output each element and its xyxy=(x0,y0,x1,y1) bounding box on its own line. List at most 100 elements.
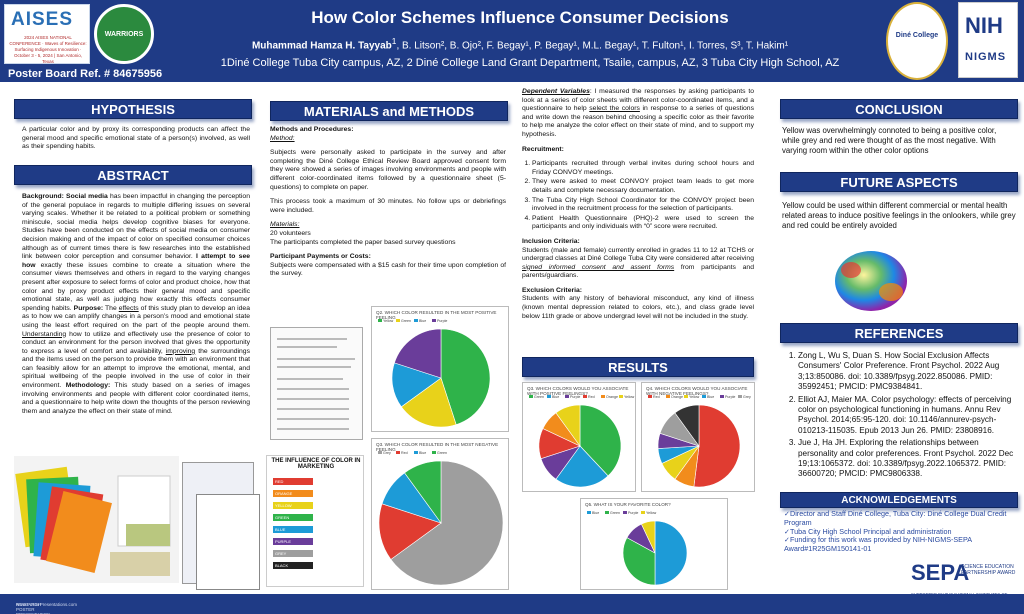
acknowledgement-item: ✓Director and Staff Diné College, Tuba C… xyxy=(784,509,1007,527)
reference-item: Elliot AJ, Maier MA. Color psychology: e… xyxy=(798,395,1014,437)
materials-text: Methods and Procedures: Method: Subjects … xyxy=(270,126,506,278)
reference-item: Zong L, Wu S, Duan S. How Social Exclusi… xyxy=(798,351,1014,393)
legend-swatch xyxy=(641,511,645,514)
pie-slice-green xyxy=(579,404,622,477)
infographic-row: PURPLE xyxy=(273,538,313,545)
hypothesis-text: A particular color and by proxy its corr… xyxy=(22,126,250,151)
legend-label: Blue xyxy=(552,395,559,399)
doc-line xyxy=(277,366,351,368)
references-list: Zong L, Wu S, Duan S. How Social Exclusi… xyxy=(782,351,1014,482)
legend-label: Blue xyxy=(419,451,426,455)
pie-slice-yellow xyxy=(640,520,656,554)
board-ref: Poster Board Ref. # 84675956 xyxy=(8,68,163,80)
legend-swatch xyxy=(414,319,418,322)
recruitment-item: The Tuba City High School Coordinator fo… xyxy=(532,197,754,214)
legend-swatch xyxy=(432,451,436,454)
legend-label: Yellow xyxy=(646,511,657,515)
pie-slice-purple xyxy=(394,328,442,379)
nih-nigms-logo: NIH NIGMS xyxy=(958,2,1018,78)
chart-q4-negative-colors: Q4. WHICH COLORS WOULD YOU ASSOCIATE WIT… xyxy=(641,382,770,492)
pie-slice-grey xyxy=(390,460,504,586)
legend-label: Green xyxy=(610,511,620,515)
pie-slice-blue xyxy=(555,445,609,488)
infographic-row: YELLOW xyxy=(273,502,313,509)
pie-slice-yellow xyxy=(555,404,581,447)
doc-line xyxy=(277,378,343,380)
legend-swatch xyxy=(378,319,382,322)
doc-line xyxy=(277,408,349,410)
warriors-logo: WARRIORS xyxy=(94,4,154,64)
legend-label: Grey xyxy=(743,395,751,399)
legend-label: Grey xyxy=(383,451,391,455)
legend-swatch xyxy=(648,395,652,398)
legend-label: Yellow xyxy=(624,395,635,399)
infographic-row: RED xyxy=(273,478,313,485)
legend-swatch xyxy=(623,511,627,514)
dine-college-logo: Diné College xyxy=(886,2,948,80)
legend-label: Yellow xyxy=(689,395,700,399)
hypothesis-heading: HYPOTHESIS xyxy=(14,99,252,119)
pie-slice-red xyxy=(693,404,741,488)
legend-swatch xyxy=(666,395,670,398)
aises-logo: AISES 2024 AISES NATIONAL CONFERENCE · W… xyxy=(4,4,90,64)
legend-swatch xyxy=(547,395,551,398)
infographic-row: GREEN xyxy=(273,514,313,521)
future-aspects-heading: FUTURE ASPECTS xyxy=(780,172,1018,192)
doc-line xyxy=(277,388,349,390)
recruitment-item: Participants recruited through verbal in… xyxy=(532,160,754,177)
pie-slice-black xyxy=(674,404,700,447)
chart-q3-positive-colors: Q3. WHICH COLORS WOULD YOU ASSOCIATE WIT… xyxy=(522,382,636,492)
legend-swatch xyxy=(720,395,724,398)
pie-chart: Blue Green Purple Yellow xyxy=(587,511,688,586)
infographic-row: GREY xyxy=(273,550,313,557)
recruitment-item: Patient Health Questionnaire (PHQ)-2 wer… xyxy=(532,215,754,232)
pie-chart: Grey Red Blue Green xyxy=(378,451,504,586)
infographic-row: BLUE xyxy=(273,526,313,533)
legend-label: Purple xyxy=(570,395,580,399)
doc-line xyxy=(277,338,347,340)
doc-line xyxy=(277,346,337,348)
legend-label: Orange xyxy=(606,395,618,399)
legend-swatch xyxy=(565,395,569,398)
acknowledgement-item: ✓Funding for this work was provided by N… xyxy=(784,535,972,554)
legend-swatch xyxy=(432,319,436,322)
legend-swatch xyxy=(583,395,587,398)
pie-slice-yellow xyxy=(440,328,491,425)
legend-label: Purple xyxy=(437,319,447,323)
chart-q5-favorite: Q5. WHAT IS YOUR FAVORITE COLOR? Blue Gre… xyxy=(580,498,728,590)
conclusion-heading: CONCLUSION xyxy=(780,99,1018,119)
legend-label: Green xyxy=(437,451,447,455)
recruitment-item: They were asked to meet CONVOY project t… xyxy=(532,178,754,195)
materials-heading: MATERIALS and METHODS xyxy=(270,101,508,121)
legend-label: Blue xyxy=(707,395,714,399)
legend-label: Purple xyxy=(725,395,735,399)
doc-line xyxy=(277,428,349,430)
legend-swatch xyxy=(378,451,382,454)
legend-swatch xyxy=(684,395,688,398)
infographic-row: ORANGE xyxy=(273,490,313,497)
reference-item: Jue J, Ha JH. Exploring the relationship… xyxy=(798,438,1014,480)
future-aspects-text: Yellow could be used within different co… xyxy=(782,201,1016,230)
legend-swatch xyxy=(396,319,400,322)
legend-label: Blue xyxy=(419,319,426,323)
pie-chart: Green Blue Purple Red Orange Yellow xyxy=(529,395,635,488)
legend-label: Red xyxy=(653,395,660,399)
legend-swatch xyxy=(738,395,742,398)
legend-swatch xyxy=(529,395,533,398)
footer-bar: RESEARCH POSTER PRESENTATION DESIGN © 20… xyxy=(0,594,1024,614)
legend-swatch xyxy=(587,511,591,514)
legend-label: Blue xyxy=(592,511,599,515)
header-banner xyxy=(0,0,1024,82)
author-list: Muhammad Hamza H. Tayyab1, B. Litson², B… xyxy=(251,36,789,52)
legend-swatch xyxy=(619,395,623,398)
legend-label: Yellow xyxy=(383,319,394,323)
acknowledgements-heading: ACKNOWLEDGEMENTS xyxy=(780,492,1018,508)
chart-q2-positive: Q2. WHICH COLOR RESULTED IN THE MOST POS… xyxy=(371,306,509,432)
doc-line xyxy=(277,398,349,400)
legend-swatch xyxy=(702,395,706,398)
abstract-text: Background: Social media has been impact… xyxy=(22,193,251,415)
acknowledgement-item: ✓Tuba City High School Principal and adm… xyxy=(784,526,952,536)
pie-slice-blue xyxy=(654,520,688,586)
survey-sheet-photo xyxy=(196,494,260,590)
pie-slice-red xyxy=(378,503,442,560)
